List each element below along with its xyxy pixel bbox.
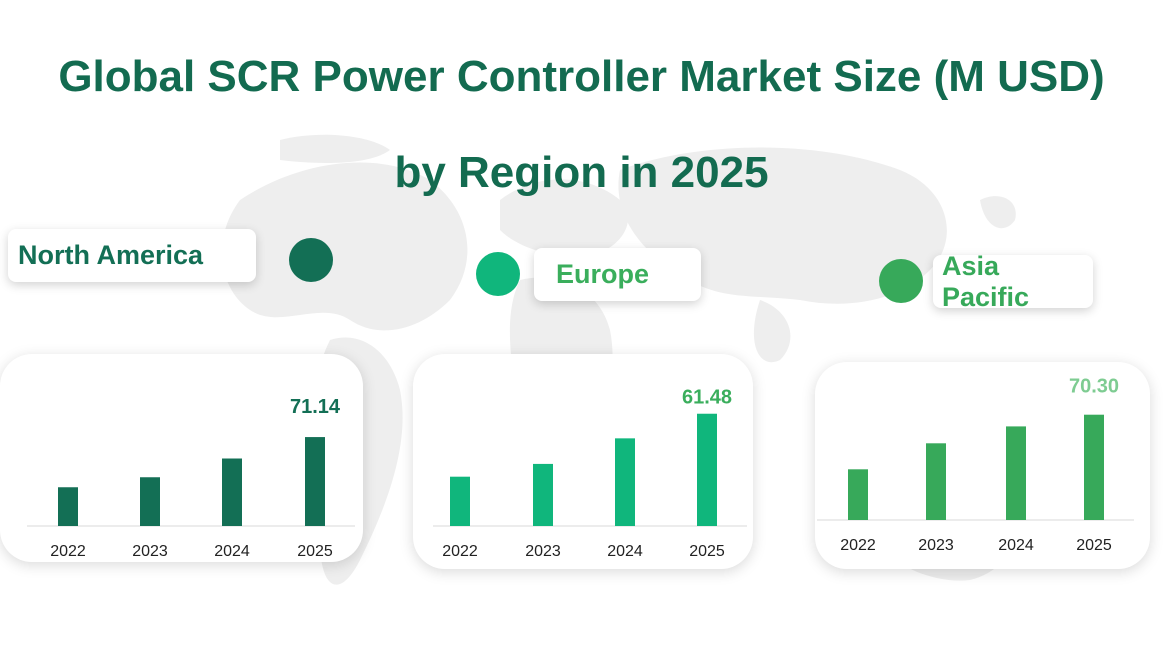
x-tick-label: 2025	[1076, 537, 1112, 554]
bar-2025	[305, 437, 325, 526]
region-chart-card-asia-pacific: 2022 2023 2024 2025 70.30	[815, 362, 1150, 569]
region-name: North America	[18, 240, 204, 270]
x-tick-label: 2022	[50, 543, 86, 560]
region-dot-europe	[476, 252, 520, 296]
region-chart-card-north-america: 2022 2023 2024 2025 71.14	[0, 354, 363, 562]
chart-title-line2: by Region in 2025	[394, 148, 769, 197]
x-tick-label: 2023	[525, 543, 561, 560]
x-tick-label: 2024	[607, 543, 643, 560]
data-label: 71.14	[290, 396, 341, 418]
data-label: 70.30	[1069, 376, 1119, 398]
data-label: 61.48	[682, 387, 732, 409]
bar-2024	[615, 438, 635, 526]
region-dot-north-america	[289, 238, 333, 282]
x-tick-label: 2023	[132, 543, 168, 560]
region-dot-asia-pacific	[879, 259, 923, 303]
region-name: Asia Pacific	[942, 250, 1030, 312]
region-name: Europe	[556, 259, 650, 289]
bar-2022	[848, 469, 868, 520]
region-label-asia-pacific: Asia Pacific	[933, 251, 1093, 312]
x-tick-label: 2023	[918, 537, 954, 554]
bar-2023	[140, 477, 160, 526]
bar-chart-north-america: 2022 2023 2024 2025 71.14	[27, 396, 355, 560]
region-chart-card-europe: 2022 2023 2024 2025 61.48	[413, 354, 753, 569]
bar-2025	[697, 413, 717, 526]
x-tick-label: 2025	[297, 543, 333, 560]
bar-2024	[222, 458, 242, 526]
x-tick-label: 2024	[998, 537, 1034, 554]
x-tick-label: 2022	[840, 537, 876, 554]
region-label-europe: Europe	[534, 248, 701, 301]
bar-2025	[1084, 414, 1104, 520]
x-tick-label: 2025	[689, 543, 725, 560]
bar-2022	[450, 476, 470, 526]
chart-title-line1: Global SCR Power Controller Market Size …	[58, 52, 1105, 101]
region-label-north-america: North America	[8, 229, 256, 282]
bar-2023	[533, 463, 553, 526]
bar-2024	[1006, 426, 1026, 520]
bar-2022	[58, 487, 78, 526]
bar-2023	[926, 443, 946, 520]
x-tick-label: 2022	[442, 543, 478, 560]
bar-chart-asia-pacific: 2022 2023 2024 2025 70.30	[817, 376, 1134, 554]
bar-chart-europe: 2022 2023 2024 2025 61.48	[433, 387, 747, 560]
x-tick-label: 2024	[214, 543, 250, 560]
